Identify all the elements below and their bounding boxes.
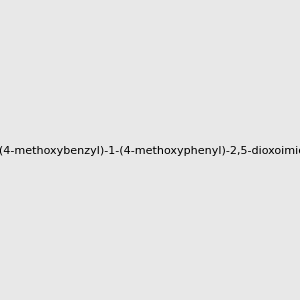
Text: N-(4-ethylphenyl)-2-[3-(4-methoxybenzyl)-1-(4-methoxyphenyl)-2,5-dioxoimidazolid: N-(4-ethylphenyl)-2-[3-(4-methoxybenzyl)… bbox=[0, 146, 300, 157]
